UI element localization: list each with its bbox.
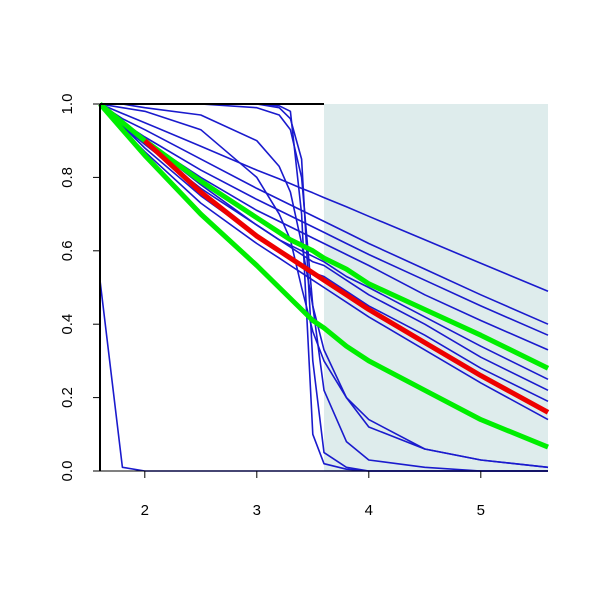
x-tick-label: 2 (141, 502, 149, 519)
x-tick-label: 3 (253, 502, 261, 519)
y-tick-label: 0.2 (59, 387, 76, 408)
series-line (99, 103, 549, 469)
y-tick-label: 0.0 (59, 461, 76, 482)
y-tick-label: 0.8 (59, 167, 76, 188)
series-line (98, 102, 549, 450)
series-line (99, 103, 549, 421)
shaded-region (324, 104, 548, 471)
x-tick-label: 5 (477, 502, 485, 519)
series-line (99, 103, 549, 292)
series-line (143, 138, 550, 415)
y-tick-label: 0.6 (59, 240, 76, 261)
y-tick-label: 1.0 (59, 94, 76, 115)
series-line (98, 102, 550, 371)
x-tick-label: 4 (365, 502, 373, 519)
y-tick-label: 0.4 (59, 314, 76, 335)
